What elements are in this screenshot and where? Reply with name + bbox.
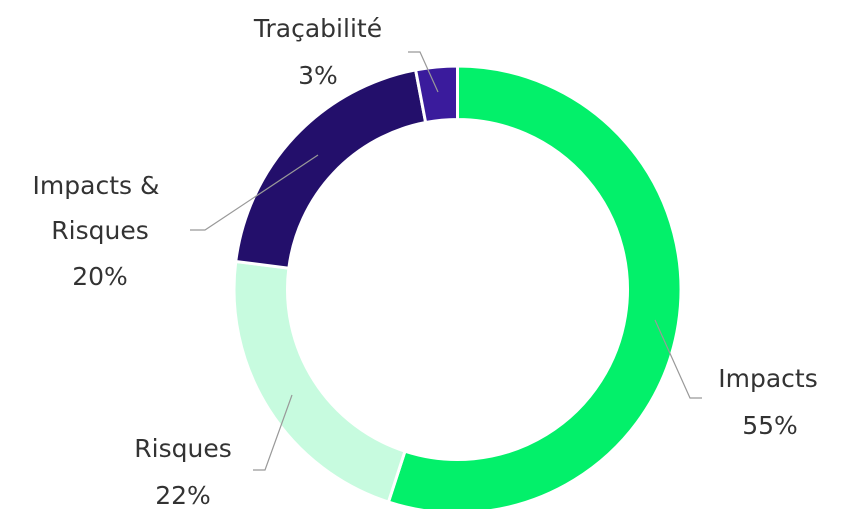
slice-label: Risques — [134, 434, 231, 463]
slice-label: Traçabilité — [253, 14, 382, 43]
leader-line — [654, 319, 702, 399]
leader-line — [253, 394, 293, 471]
value-label: 20% — [72, 262, 128, 291]
leader-line — [408, 51, 439, 93]
value-label: 3% — [298, 61, 338, 90]
slice-label: Impacts — [718, 364, 818, 393]
leader-line — [190, 154, 319, 231]
slice-label: Impacts & Risques — [33, 171, 168, 245]
value-label: 22% — [155, 481, 211, 509]
donut-segment — [234, 68, 428, 270]
donut-segment — [386, 64, 683, 509]
donut-segment — [232, 259, 407, 504]
value-label: 55% — [742, 411, 798, 440]
donut-segment — [413, 64, 459, 125]
